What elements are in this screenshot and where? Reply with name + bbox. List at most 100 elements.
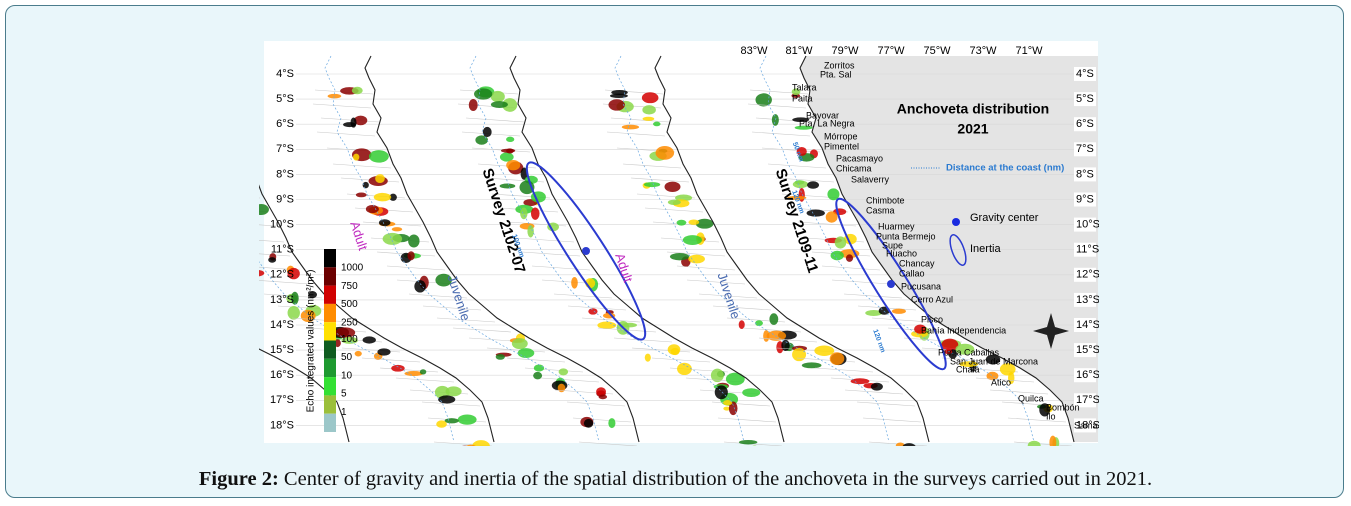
- lat-label: 13°S: [270, 294, 294, 306]
- map-title: Anchoveta distribution: [897, 101, 1049, 117]
- colorbar-swatch: [324, 267, 336, 285]
- lon-label: 71°W: [1015, 45, 1043, 57]
- echo-patch: [469, 99, 478, 111]
- lat-label: 12°S: [1076, 269, 1099, 281]
- echo-patch: [520, 207, 527, 219]
- lat-label: 6°S: [276, 118, 294, 130]
- caption-label: Figure 2:: [199, 468, 279, 490]
- echo-patch: [807, 210, 825, 217]
- lat-label: 10°S: [1076, 219, 1099, 231]
- echo-patch: [369, 150, 389, 162]
- echo-patch: [670, 253, 689, 260]
- echo-patch: [739, 320, 745, 329]
- colorbar-label: 1: [341, 407, 347, 418]
- echo-patch: [584, 419, 593, 428]
- echo-patch: [622, 125, 639, 130]
- echo-patch: [491, 101, 508, 108]
- caption-text: Center of gravity and inertia of the spa…: [284, 468, 1152, 490]
- echo-patch: [622, 323, 637, 328]
- echo-patch: [683, 235, 702, 245]
- colorbar-swatch: [324, 377, 336, 395]
- lat-label: 14°S: [1076, 319, 1099, 331]
- echo-patch: [688, 219, 699, 224]
- colorbar-swatch: [324, 395, 336, 413]
- transect: [259, 194, 260, 198]
- echo-patch: [696, 219, 714, 229]
- echo-patch: [807, 181, 819, 188]
- place-label: Cerro Azul: [911, 294, 953, 304]
- echo-patch: [392, 227, 402, 231]
- place-label: Talara: [792, 82, 817, 92]
- lon-label: 81°W: [785, 45, 813, 57]
- echo-patch: [445, 418, 459, 423]
- lat-label: 18°S: [270, 419, 294, 431]
- echo-patch: [608, 418, 615, 428]
- colorbar-swatch: [324, 249, 336, 267]
- echo-patch: [407, 251, 414, 260]
- echo-patch: [742, 388, 760, 397]
- lon-label: 71°W: [1015, 445, 1043, 446]
- lat-label: 8°S: [276, 168, 294, 180]
- echo-patch: [420, 369, 426, 374]
- echo-patch: [518, 348, 535, 358]
- place-label: Chicama: [836, 163, 872, 173]
- lat-label: 14°S: [270, 319, 294, 331]
- colorbar-label: 100: [341, 334, 358, 345]
- echo-patch: [642, 105, 656, 114]
- gravity-center: [582, 247, 590, 255]
- echo-patch: [763, 330, 769, 342]
- place-label: Huacho: [886, 248, 917, 258]
- echo-patch: [668, 200, 681, 205]
- echo-patch: [645, 354, 651, 362]
- caption: Figure 2: Center of gravity and inertia …: [6, 468, 1345, 491]
- inertia-legend: Inertia: [970, 243, 1001, 255]
- place-label: Callao: [899, 268, 925, 278]
- lat-label: 10°S: [270, 219, 294, 231]
- lon-label: 73°W: [969, 445, 997, 446]
- echo-patch: [559, 368, 568, 375]
- lat-label: 11°S: [271, 244, 294, 256]
- colorbar-title: Echo integrated values (nm²/m²): [306, 270, 317, 413]
- gravity-legend: Gravity center: [970, 212, 1039, 224]
- echo-patch: [379, 219, 391, 226]
- colorbar-swatch: [324, 286, 336, 304]
- echo-patch: [512, 338, 528, 349]
- echo-patch: [501, 149, 515, 153]
- colorbar-swatch: [324, 341, 336, 359]
- lat-label: 12°S: [270, 269, 294, 281]
- echo-patch: [268, 257, 276, 263]
- echo-patch: [642, 92, 659, 103]
- echo-patch: [474, 88, 492, 99]
- echo-patch: [830, 352, 845, 365]
- echo-patch: [328, 94, 342, 99]
- place-label: Pta. Sal: [820, 69, 852, 79]
- colorbar-label: 500: [341, 299, 358, 310]
- place-label: Pta. La Negra: [799, 118, 855, 128]
- echo-patch: [496, 354, 505, 360]
- place-label: Casma: [866, 205, 895, 215]
- echo-patch: [814, 345, 834, 356]
- echo-patch: [608, 99, 624, 110]
- colorbar-swatch: [324, 304, 336, 322]
- echo-patch: [458, 414, 477, 424]
- echo-patch: [531, 207, 540, 219]
- gravity-center: [887, 280, 895, 288]
- place-label: Paita: [792, 93, 813, 103]
- echo-patch: [835, 236, 847, 248]
- echo-patch: [665, 182, 681, 192]
- echo-patch: [375, 174, 385, 183]
- echo-patch: [571, 277, 578, 289]
- lat-label: 5°S: [1076, 93, 1094, 105]
- echo-patch: [656, 146, 675, 160]
- colorbar-swatch: [324, 322, 336, 340]
- echo-patch: [611, 90, 628, 95]
- echo-patch: [259, 270, 264, 277]
- lat-label: 13°S: [1076, 294, 1099, 306]
- lat-label: 11°S: [1076, 244, 1099, 256]
- colorbar-label: 5: [341, 389, 347, 400]
- echo-patch: [356, 192, 367, 197]
- echo-patch: [363, 336, 376, 343]
- echo-patch: [892, 309, 906, 314]
- echo-patch: [436, 420, 447, 427]
- echo-patch: [350, 117, 356, 127]
